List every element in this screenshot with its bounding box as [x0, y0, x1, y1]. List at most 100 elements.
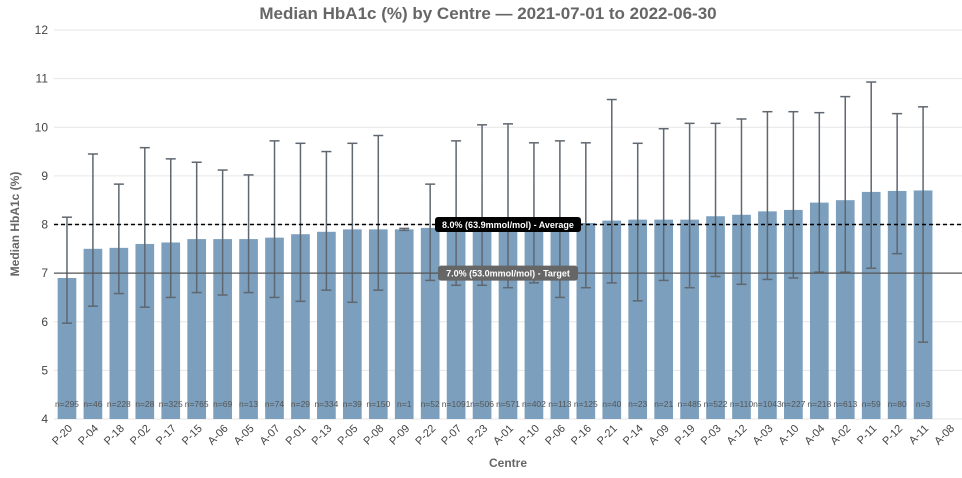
bar	[680, 219, 699, 419]
count-label: n=59	[862, 399, 881, 409]
count-label: n=1043	[753, 399, 782, 409]
reference-lines: 8.0% (63.9mmol/mol) - Average 7.0% (53.0m…	[54, 217, 962, 281]
y-axis-ticks: 4 5 6 7 8 9 10 11 12	[35, 23, 49, 426]
bar	[161, 242, 181, 419]
x-tick-label: A-06	[206, 423, 231, 448]
count-label: n=765	[185, 399, 209, 409]
x-tick-label: A-09	[647, 423, 672, 448]
x-tick-label: P-02	[128, 423, 153, 448]
y-axis-label: Median HbA1c (%)	[8, 172, 22, 277]
bar	[887, 190, 907, 419]
count-label: n=21	[654, 399, 673, 409]
y-tick-label: 12	[35, 23, 49, 37]
count-label: n=110	[730, 399, 754, 409]
x-tick-label: P-18	[102, 423, 127, 448]
count-label: n=28	[135, 399, 154, 409]
x-tick-label: A-08	[932, 423, 957, 448]
bar	[758, 211, 777, 419]
x-tick-label: P-04	[76, 423, 101, 448]
x-tick-label: P-03	[699, 423, 724, 448]
x-tick-label: P-19	[673, 423, 698, 448]
bar	[343, 229, 362, 419]
x-tick-label: P-13	[310, 423, 335, 448]
bar	[213, 239, 232, 419]
x-tick-label: A-02	[828, 423, 853, 448]
x-tick-label: A-07	[258, 423, 283, 448]
x-tick-label: A-03	[751, 423, 776, 448]
count-labels: n=295 n=46 n=228 n=28 n=325 n=765 n=69 n=13 n=74…	[55, 399, 931, 409]
bar	[732, 214, 751, 419]
y-tick-label: 10	[35, 120, 49, 134]
x-tick-label: A-05	[232, 423, 257, 448]
count-label: n=150	[366, 399, 390, 409]
x-tick-label: P-17	[154, 423, 179, 448]
count-label: n=325	[159, 399, 183, 409]
count-label: n=295	[55, 399, 79, 409]
count-label: n=1091	[442, 399, 471, 409]
count-label: n=613	[833, 399, 857, 409]
y-tick-label: 11	[36, 72, 49, 86]
count-label: n=40	[602, 399, 621, 409]
x-tick-label: P-07	[439, 423, 464, 448]
count-label: n=228	[107, 399, 131, 409]
count-label: n=113	[548, 399, 572, 409]
reference-label: 8.0% (63.9mmol/mol) - Average	[442, 220, 574, 230]
bar	[784, 209, 803, 419]
bar	[187, 239, 207, 419]
count-label: n=29	[291, 399, 310, 409]
bar	[317, 231, 336, 419]
y-tick-label: 6	[41, 315, 48, 329]
y-tick-label: 4	[41, 412, 48, 426]
x-tick-label: P-09	[387, 423, 412, 448]
count-label: n=13	[239, 399, 258, 409]
chart-title: Median HbA1c (%) by Centre — 2021-07-01 …	[259, 4, 716, 23]
bar	[57, 277, 77, 419]
bar	[135, 243, 155, 419]
bar	[654, 219, 673, 419]
bar	[239, 239, 258, 419]
count-label: n=218	[807, 399, 831, 409]
x-axis-label: Centre	[489, 456, 527, 470]
x-tick-label: P-16	[569, 423, 594, 448]
x-tick-label: P-22	[413, 423, 438, 448]
x-tick-label: P-05	[336, 423, 361, 448]
count-label: n=69	[213, 399, 232, 409]
bar	[809, 202, 829, 419]
y-tick-label: 8	[41, 218, 48, 232]
count-label: n=571	[496, 399, 520, 409]
bar	[291, 234, 310, 419]
x-tick-label: P-12	[880, 423, 905, 448]
x-tick-label: A-12	[725, 423, 750, 448]
x-tick-label: P-15	[180, 423, 205, 448]
count-label: n=39	[343, 399, 362, 409]
bar	[394, 229, 414, 419]
reference-label-bg	[438, 265, 578, 281]
bar	[602, 220, 622, 419]
reference-label: 7.0% (53.0mmol/mol) - Target	[446, 269, 570, 279]
bar	[861, 191, 881, 419]
count-label: n=3	[916, 399, 931, 409]
count-label: n=485	[678, 399, 702, 409]
count-label: n=227	[781, 399, 805, 409]
x-axis-ticks: P-20 P-04 P-18 P-02 P-17 P-15 A-06 A-05 A-07 P-01…	[50, 423, 957, 448]
count-label: n=402	[522, 399, 546, 409]
count-label: n=80	[888, 399, 907, 409]
bar	[265, 237, 284, 419]
count-label: n=522	[704, 399, 728, 409]
bar	[628, 219, 648, 419]
x-tick-label: P-21	[595, 423, 620, 448]
y-tick-label: 9	[41, 169, 48, 183]
x-tick-label: P-06	[543, 423, 568, 448]
bar	[706, 216, 725, 419]
x-tick-label: P-11	[855, 423, 879, 447]
count-label: n=1	[397, 399, 412, 409]
x-tick-label: P-14	[621, 423, 646, 448]
x-tick-label: A-01	[491, 423, 516, 448]
bar	[420, 227, 440, 419]
y-tick-label: 5	[41, 363, 48, 377]
x-tick-label: P-10	[517, 423, 542, 448]
bar	[835, 200, 855, 419]
x-tick-label: P-20	[50, 423, 75, 448]
x-tick-label: A-10	[777, 423, 802, 448]
